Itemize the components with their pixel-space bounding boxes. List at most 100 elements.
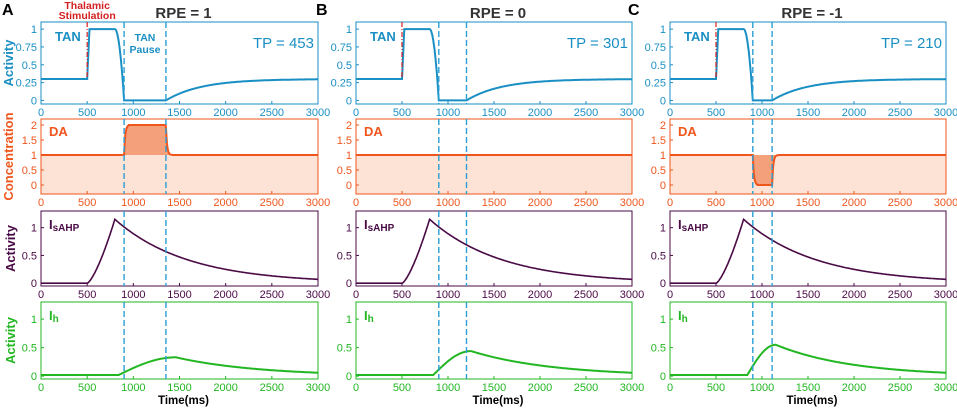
y-tick-label: 2 <box>31 120 37 132</box>
x-tick-label: 0 <box>667 289 673 301</box>
row-series-label: TAN <box>55 29 81 44</box>
x-axis-label: Time(ms) <box>158 395 209 407</box>
x-tick-label: 2500 <box>260 382 284 394</box>
x-tick-label: 2000 <box>842 197 866 209</box>
x-tick-label: 500 <box>78 107 96 119</box>
x-tick-label: 2000 <box>213 107 237 119</box>
y-tick-label: 0.25 <box>16 78 37 90</box>
row-series-label: DA <box>364 124 383 139</box>
x-tick-label: 2500 <box>888 289 912 301</box>
y-tick-label: 0.5 <box>22 343 37 355</box>
series-line-ih <box>670 343 946 376</box>
x-tick-label: 1000 <box>121 197 145 209</box>
y-tick-label: 0.75 <box>16 42 37 54</box>
row-series-label: IsAHP <box>49 217 80 234</box>
x-axis-label: Time(ms) <box>473 395 524 407</box>
series-line-isahp <box>41 217 318 284</box>
y-tick-label: 0 <box>346 180 352 192</box>
axes-frame <box>355 301 633 380</box>
y-tick-label: 0 <box>31 95 37 107</box>
subplot-isahp-C: 0 0.5 1 0 500 1000 1500 2000 2500 3000 IsAHP <box>651 210 957 301</box>
x-tick-label: 2000 <box>842 107 866 119</box>
x-tick-label: 2000 <box>213 197 237 209</box>
x-tick-label: 1000 <box>750 107 774 119</box>
x-tick-label: 2500 <box>574 382 598 394</box>
y-tick-label: 1 <box>660 223 666 235</box>
y-tick-label: 0 <box>660 371 666 383</box>
x-axis-label: Time(ms) <box>787 395 838 407</box>
row-series-label: TAN <box>684 29 710 44</box>
row-series-label: DA <box>678 124 697 139</box>
y-tick-label: 1 <box>31 150 37 162</box>
subplot-ih-B: 0 0.5 1 0 500 1000 1500 2000 2500 3000 Ih <box>337 301 644 394</box>
y-tick-label: 0.5 <box>337 343 352 355</box>
y-tick-label: 1 <box>31 314 37 326</box>
x-tick-label: 2500 <box>888 382 912 394</box>
x-tick-label: 2000 <box>213 289 237 301</box>
pause-annotation: TAN Pause <box>130 32 161 56</box>
x-tick-label: 1500 <box>796 107 820 119</box>
da-baseline-shading <box>41 155 318 194</box>
y-tick-label: 1 <box>346 24 352 36</box>
x-tick-label: 0 <box>38 107 44 119</box>
series-line-ih <box>356 350 632 376</box>
x-tick-label: 0 <box>667 107 673 119</box>
x-tick-label: 0 <box>38 197 44 209</box>
subplot-isahp-A: 0 0.5 1 0 500 1000 1500 2000 2500 3000 IsAHP <box>22 210 330 301</box>
y-tick-label: 1 <box>660 150 666 162</box>
x-tick-label: 2500 <box>574 107 598 119</box>
y-axis-label-da: Concentration <box>1 112 16 200</box>
x-tick-label: 2000 <box>213 382 237 394</box>
y-tick-label: 0.5 <box>337 165 352 177</box>
y-tick-label: 0 <box>346 95 352 107</box>
axes-frame <box>355 210 633 287</box>
x-tick-label: 1000 <box>436 197 460 209</box>
x-tick-label: 1500 <box>167 197 191 209</box>
y-tick-label: 0 <box>346 278 352 290</box>
x-tick-label: 3000 <box>620 197 644 209</box>
subplot-da-C: 0 0.5 1 1.5 2 0 500 1000 1500 2000 2500 3000 DA <box>651 118 957 209</box>
x-tick-label: 0 <box>353 289 359 301</box>
y-tick-label: 1 <box>660 314 666 326</box>
y-tick-label: 1.5 <box>651 135 666 147</box>
panel-letter-C: C <box>628 2 640 19</box>
x-tick-label: 500 <box>393 107 411 119</box>
row-series-label: Ih <box>678 308 688 325</box>
x-tick-label: 500 <box>78 197 96 209</box>
y-tick-label: 0.5 <box>651 343 666 355</box>
y-axis-label-ih: Activity <box>3 316 18 364</box>
tp-label: TP = 210 <box>881 35 942 52</box>
tp-label: TP = 453 <box>253 35 314 52</box>
x-tick-label: 2000 <box>842 289 866 301</box>
y-tick-label: 0.5 <box>22 165 37 177</box>
x-tick-label: 1500 <box>482 197 506 209</box>
panel-title: RPE = 1 <box>155 5 211 22</box>
x-tick-label: 1500 <box>482 107 506 119</box>
x-tick-label: 1500 <box>167 289 191 301</box>
x-tick-label: 0 <box>38 289 44 301</box>
x-tick-label: 0 <box>667 382 673 394</box>
row-series-label: DA <box>49 124 68 139</box>
subplot-da-A: 0 0.5 1 1.5 2 0 500 1000 1500 2000 2500 3000 DA <box>22 118 330 209</box>
y-tick-label: 0 <box>660 95 666 107</box>
x-tick-label: 1500 <box>482 289 506 301</box>
y-tick-label: 0.25 <box>331 78 352 90</box>
x-tick-label: 500 <box>707 197 725 209</box>
panel-letter-B: B <box>316 2 328 19</box>
stimulation-annotation: Thalamic Stimulation <box>59 0 116 22</box>
y-tick-label: 0.5 <box>337 60 352 72</box>
x-tick-label: 1500 <box>796 382 820 394</box>
y-tick-label: 1 <box>346 150 352 162</box>
series-line-ih <box>41 356 318 376</box>
y-tick-label: 0 <box>660 278 666 290</box>
x-tick-label: 1000 <box>750 382 774 394</box>
subplot-tan-B: 0 0.25 0.5 0.75 1 0 500 1000 1500 2000 2500 3000 TAN… <box>331 21 644 119</box>
x-tick-label: 2000 <box>528 382 552 394</box>
row-series-label: IsAHP <box>364 217 395 234</box>
x-tick-label: 3000 <box>934 289 957 301</box>
axes-frame <box>40 301 319 380</box>
x-tick-label: 0 <box>667 197 673 209</box>
x-tick-label: 2000 <box>528 107 552 119</box>
row-series-label: Ih <box>364 308 374 325</box>
x-tick-label: 0 <box>353 107 359 119</box>
